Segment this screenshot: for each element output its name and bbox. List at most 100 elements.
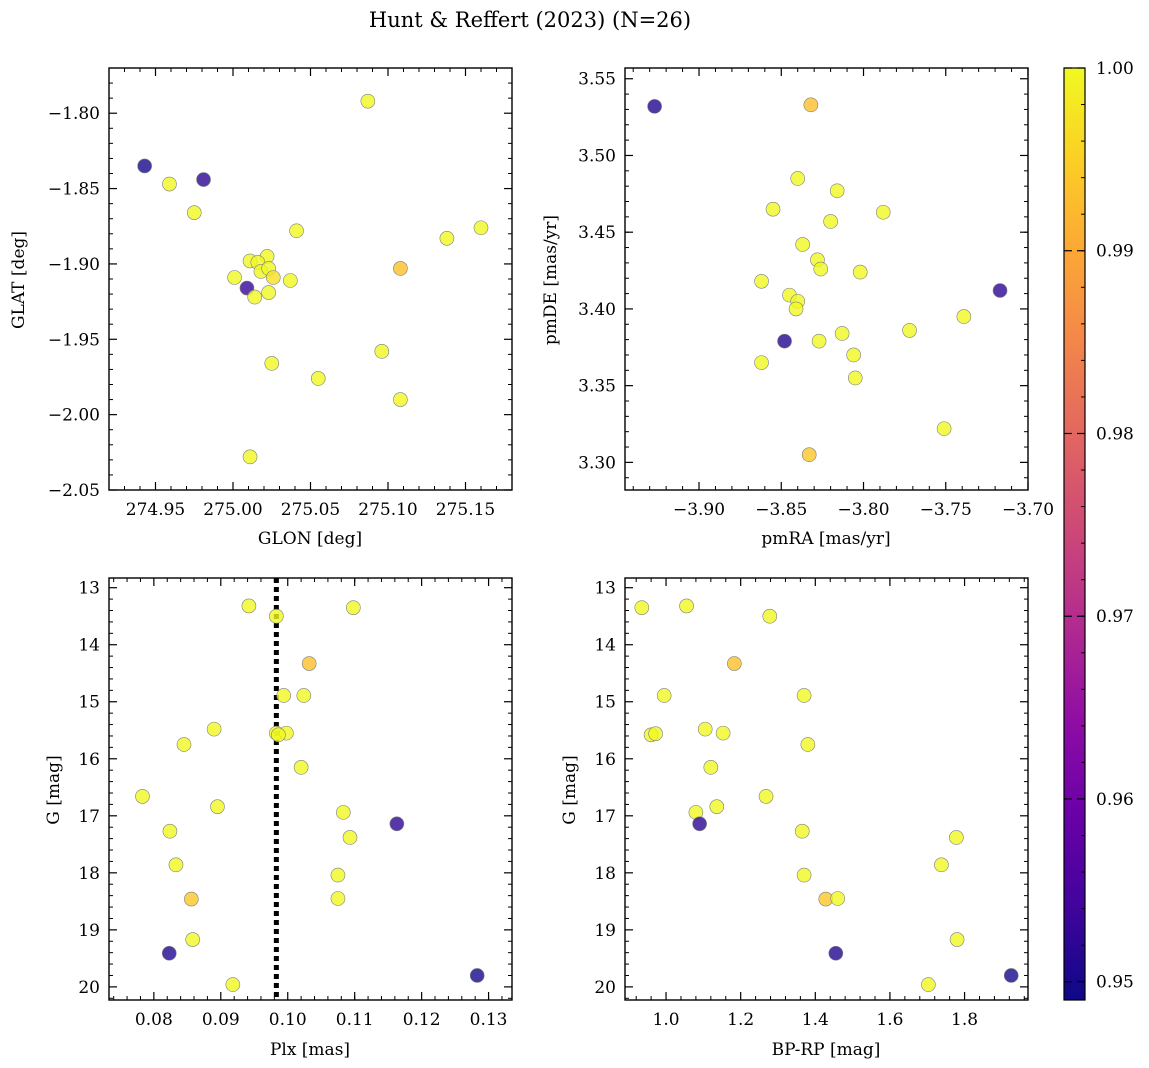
data-point xyxy=(293,760,309,775)
data-point xyxy=(346,600,361,615)
x-tick-label: 1.4 xyxy=(802,1010,829,1030)
data-point xyxy=(800,737,816,752)
colorbar: 0.95 0.96 0.97 0.98 0.99 1.00 xyxy=(1063,59,1134,1001)
data-point xyxy=(225,977,241,992)
data-point xyxy=(801,447,817,463)
colorbar-tick-label: 0.95 xyxy=(1096,973,1134,993)
data-point xyxy=(846,347,861,363)
data-point xyxy=(936,421,952,436)
data-point xyxy=(271,727,286,743)
y-tick-label: 17 xyxy=(78,807,100,827)
panel-plx-g-xlabel: Plx [mas] xyxy=(270,1040,350,1060)
data-point xyxy=(289,223,304,239)
x-tick-label: 0.08 xyxy=(135,1010,173,1030)
data-point xyxy=(301,656,317,671)
data-point xyxy=(185,932,200,947)
data-point xyxy=(727,656,742,671)
panel-glon-glat: 274.95 275.00 275.05 275.10 275.15 −2.05 −2.00… xyxy=(9,67,513,549)
y-tick-label: −1.85 xyxy=(48,180,100,200)
data-point xyxy=(283,273,298,288)
panel-bprp-g: 1.0 1.2 1.4 1.6 1.8 13 14 15 16 17 18 19 20 BP-RP [m… xyxy=(560,577,1029,1060)
colorbar-tick-label: 1.00 xyxy=(1096,59,1134,79)
axes-frame xyxy=(108,577,513,1001)
data-point xyxy=(679,598,694,614)
data-point xyxy=(697,721,713,737)
panel-glon-glat-xlabel: GLON [deg] xyxy=(258,529,362,549)
y-tick-label: 20 xyxy=(78,978,100,998)
data-point xyxy=(823,214,838,229)
panel-pmra-pmde: −3.90 −3.85 −3.80 −3.75 −3.70 3.30 3.35 3.40 3.4… xyxy=(541,67,1054,549)
data-point xyxy=(847,370,863,386)
data-point xyxy=(330,891,346,906)
data-point xyxy=(264,356,280,371)
x-tick-label: −3.80 xyxy=(837,500,889,520)
y-tick-label: 13 xyxy=(594,579,616,599)
y-tick-label: 19 xyxy=(78,921,100,941)
axes-frame xyxy=(108,67,513,491)
x-tick-label: 275.05 xyxy=(281,500,340,520)
data-point xyxy=(762,608,778,624)
data-point xyxy=(656,688,672,703)
data-point xyxy=(473,220,489,236)
y-tick-label: 15 xyxy=(78,693,100,713)
y-tick-label: 20 xyxy=(594,978,616,998)
data-point xyxy=(828,945,844,961)
data-point xyxy=(135,789,150,804)
data-point xyxy=(949,830,964,845)
y-tick-label: 14 xyxy=(78,636,100,656)
data-point xyxy=(342,830,358,845)
y-tick-label: 3.45 xyxy=(578,223,616,243)
y-tick-label: 3.50 xyxy=(578,146,616,166)
data-point xyxy=(276,688,292,703)
data-point xyxy=(1003,968,1019,983)
data-point xyxy=(634,600,650,615)
data-point xyxy=(374,344,390,359)
data-point xyxy=(788,301,804,317)
panel-pmra-pmde-ylabel: pmDE [mas/yr] xyxy=(541,215,561,345)
y-tick-label: −2.00 xyxy=(48,406,100,426)
data-point xyxy=(692,816,707,832)
data-point xyxy=(758,789,774,804)
data-point xyxy=(795,237,810,252)
y-tick-label: 19 xyxy=(594,921,616,941)
data-point xyxy=(336,805,351,820)
data-point xyxy=(813,261,829,277)
data-point xyxy=(949,932,965,947)
y-tick-label: −2.05 xyxy=(48,481,100,501)
data-point xyxy=(992,283,1008,298)
colorbar-gradient xyxy=(1063,67,1086,1001)
y-tick-label: 15 xyxy=(594,693,616,713)
axes-frame xyxy=(624,67,1029,491)
colorbar-tick-label: 0.98 xyxy=(1096,424,1134,444)
data-point xyxy=(754,274,769,289)
x-tick-label: −3.70 xyxy=(1002,500,1054,520)
data-point xyxy=(765,201,781,217)
data-point xyxy=(803,97,819,113)
data-point xyxy=(330,867,346,883)
x-tick-label: 0.09 xyxy=(202,1010,240,1030)
x-tick-label: −3.85 xyxy=(755,500,807,520)
panel-pmra-pmde-xlabel: pmRA [mas/yr] xyxy=(761,529,890,549)
colorbar-tick-label: 0.99 xyxy=(1096,242,1134,262)
data-point xyxy=(162,176,177,192)
x-tick-label: 275.15 xyxy=(436,500,495,520)
data-point xyxy=(902,323,917,338)
x-tick-label: 1.8 xyxy=(951,1010,978,1030)
x-tick-label: 275.10 xyxy=(358,500,417,520)
y-tick-label: 18 xyxy=(78,864,100,884)
x-tick-label: −3.75 xyxy=(920,500,972,520)
data-point xyxy=(648,726,663,741)
data-point xyxy=(393,261,408,276)
chart-title: Hunt & Reffert (2023) (N=26) xyxy=(369,8,691,32)
data-point xyxy=(709,799,725,814)
y-tick-label: 3.55 xyxy=(578,70,616,90)
data-point xyxy=(875,204,891,220)
x-tick-label: 275.00 xyxy=(203,500,262,520)
panel-bprp-g-xlabel: BP-RP [mag] xyxy=(772,1040,881,1060)
colorbar-tick-label: 0.97 xyxy=(1096,607,1134,627)
data-point xyxy=(852,264,868,280)
data-point xyxy=(296,688,312,703)
data-point xyxy=(703,760,719,775)
data-point xyxy=(186,205,202,220)
